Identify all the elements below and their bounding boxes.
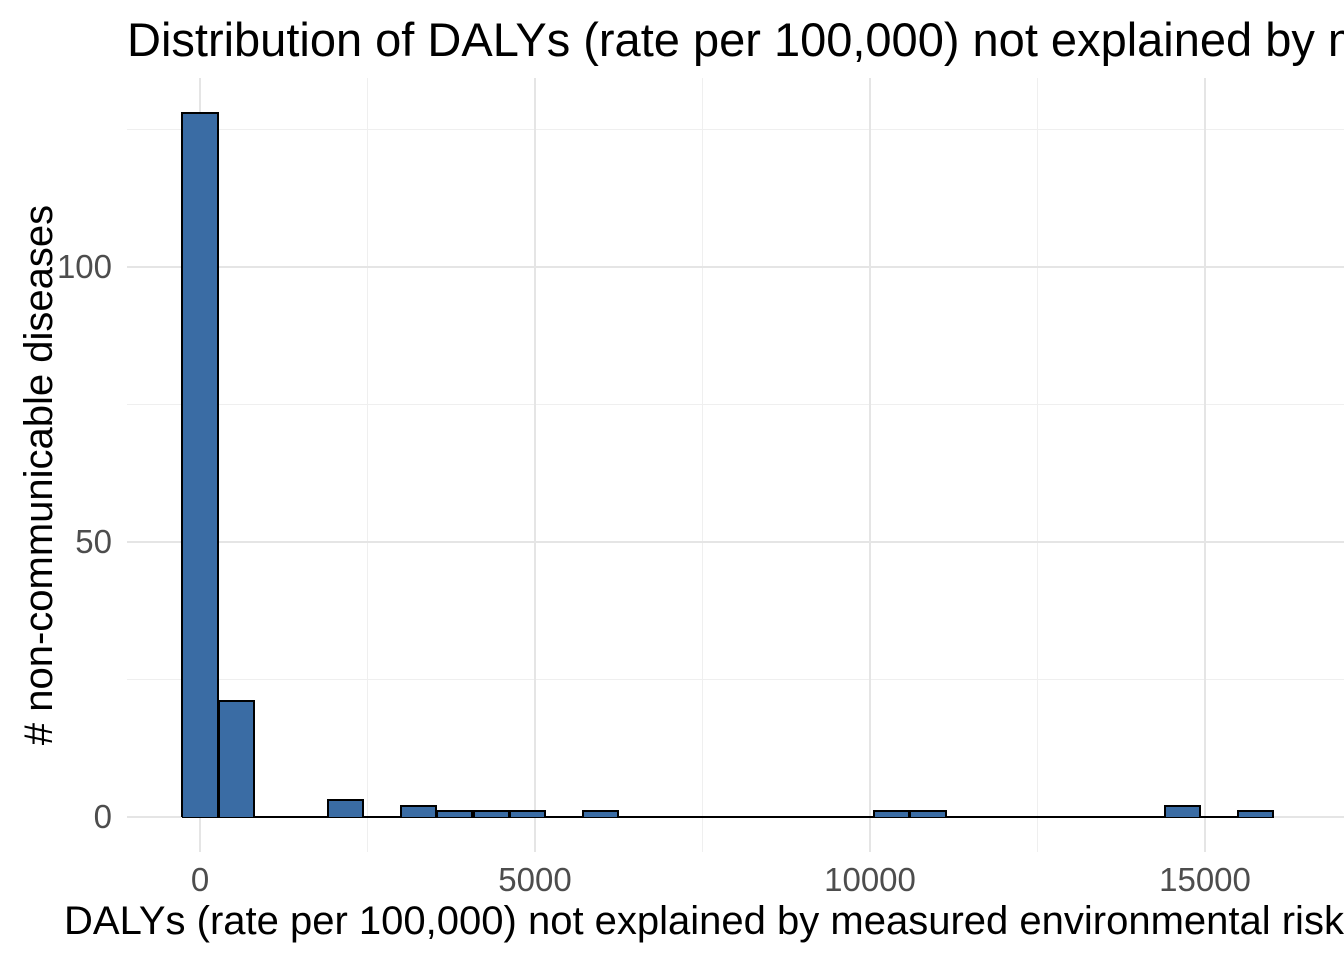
gridline-y-minor bbox=[127, 404, 1344, 405]
histogram-bar bbox=[217, 700, 255, 817]
plot-panel bbox=[127, 78, 1344, 852]
gridline-y-minor bbox=[127, 129, 1344, 130]
histogram-bar bbox=[327, 799, 365, 817]
chart-title: Distribution of DALYs (rate per 100,000)… bbox=[127, 13, 1344, 66]
gridline-x-major bbox=[534, 78, 536, 852]
gridline-y-major bbox=[127, 266, 1344, 268]
histogram-bar bbox=[1164, 804, 1202, 817]
histogram-bar bbox=[581, 810, 619, 817]
y-tick-label: 100 bbox=[56, 248, 112, 285]
y-tick-label: 0 bbox=[93, 798, 112, 835]
histogram-bar bbox=[1237, 810, 1275, 817]
gridline-x-minor bbox=[367, 78, 368, 852]
gridline-x-major bbox=[869, 78, 871, 852]
gridline-x-minor bbox=[1037, 78, 1038, 852]
x-axis-title: DALYs (rate per 100,000) not explained b… bbox=[64, 899, 1344, 943]
zero-count-bins-baseline bbox=[181, 815, 1274, 819]
histogram-bar bbox=[873, 810, 911, 817]
x-tick-label: 10000 bbox=[824, 861, 916, 898]
gridline-x-major bbox=[1204, 78, 1206, 852]
histogram-bar bbox=[472, 810, 510, 817]
x-tick-label: 0 bbox=[190, 861, 210, 898]
gridline-y-minor bbox=[127, 679, 1344, 680]
histogram-bar bbox=[181, 111, 219, 817]
gridline-y-major bbox=[127, 541, 1344, 543]
x-tick-label: 5000 bbox=[498, 861, 572, 898]
histogram-bar bbox=[436, 810, 474, 817]
gridline-x-minor bbox=[702, 78, 703, 852]
histogram-bar bbox=[399, 804, 437, 817]
x-tick-label: 15000 bbox=[1159, 861, 1251, 898]
histogram-bar bbox=[909, 810, 947, 817]
histogram-bar bbox=[509, 810, 547, 817]
y-tick-label: 50 bbox=[75, 523, 112, 560]
